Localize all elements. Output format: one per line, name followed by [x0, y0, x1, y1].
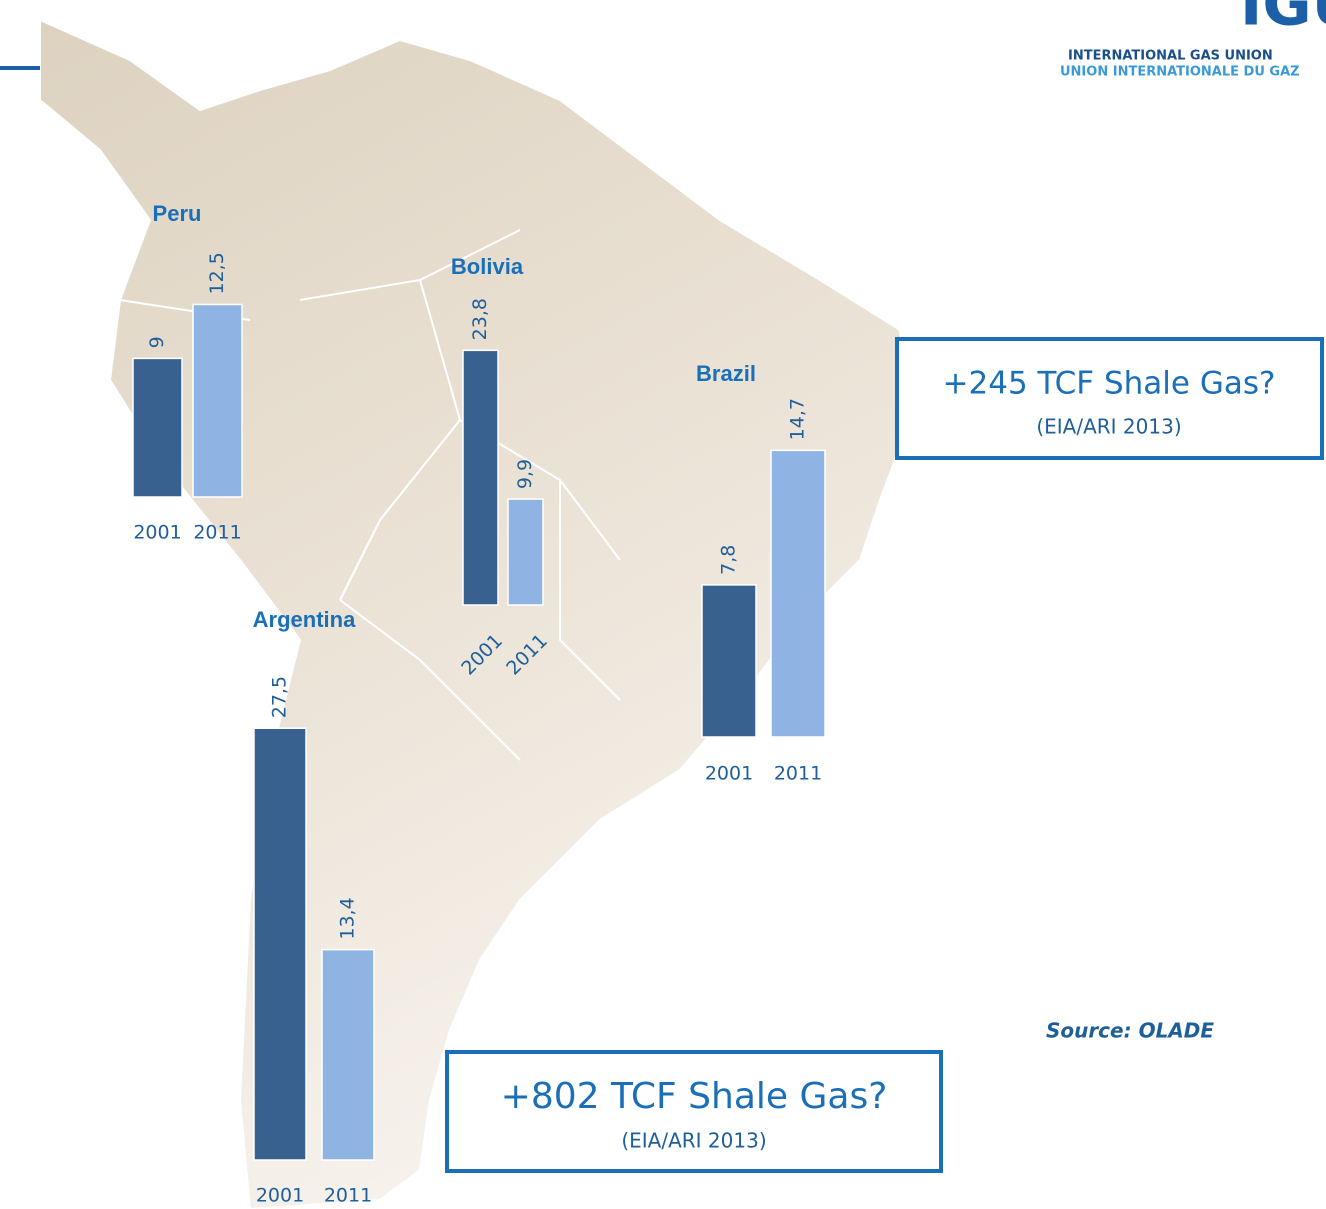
category-label: 2011 — [193, 522, 241, 544]
chart-title: Brazil — [696, 361, 756, 386]
logo-mark: IGU — [1240, 0, 1326, 40]
bar — [253, 727, 307, 1161]
value-label: 23,8 — [469, 298, 491, 340]
chart-title: Argentina — [253, 607, 356, 632]
bar — [321, 948, 375, 1161]
category-label: 2011 — [324, 1185, 372, 1207]
logo-line: UNION INTERNATIONALE DU GAZ — [1060, 65, 1300, 80]
category-label: 2001 — [133, 522, 181, 544]
annotation-subtitle: (EIA/ARI 2013) — [621, 1129, 766, 1153]
bar — [192, 303, 243, 498]
value-label: 12,5 — [206, 252, 228, 294]
logo-line: INTERNATIONAL GAS UNION — [1068, 49, 1273, 64]
value-label: 13,4 — [337, 897, 359, 939]
annotation-box — [895, 337, 1324, 460]
bar — [770, 449, 826, 738]
value-label: 14,7 — [787, 398, 809, 440]
bar — [132, 357, 183, 498]
accent-bar — [0, 66, 40, 70]
annotation-subtitle: (EIA/ARI 2013) — [1036, 415, 1181, 439]
category-label: 2011 — [774, 763, 822, 785]
bar — [507, 498, 544, 606]
bar — [462, 349, 499, 606]
value-label: 9 — [146, 336, 168, 348]
source: Source: OLADE — [1046, 1019, 1214, 1043]
annotation-title: +245 TCF Shale Gas? — [943, 366, 1276, 402]
value-label: 27,5 — [269, 676, 291, 718]
annotation-box — [445, 1050, 943, 1173]
chart-title: Bolivia — [451, 254, 524, 279]
chart-title: Peru — [153, 201, 202, 226]
value-label: 7,8 — [718, 545, 740, 575]
bar — [701, 584, 757, 738]
map-borders — [119, 229, 621, 761]
category-label: 2001 — [256, 1185, 304, 1207]
category-label: 2001 — [705, 763, 753, 785]
annotation-title: +802 TCF Shale Gas? — [501, 1076, 888, 1117]
value-label: 9,9 — [514, 459, 536, 489]
